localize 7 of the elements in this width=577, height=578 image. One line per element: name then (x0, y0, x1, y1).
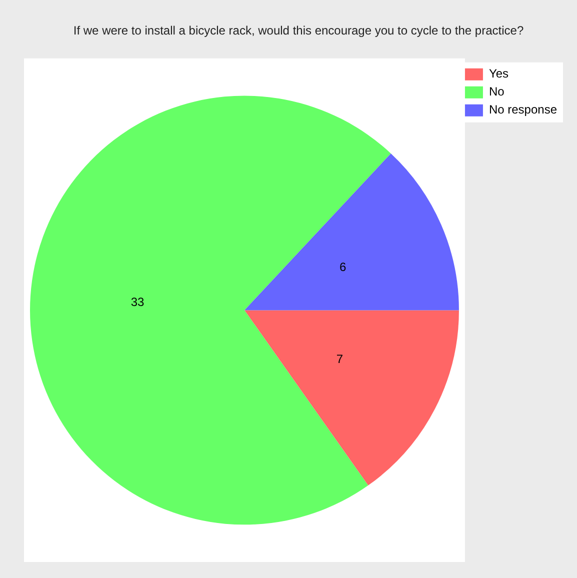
data-label: 33 (130, 295, 144, 310)
data-label: 6 (340, 260, 346, 274)
legend-label: Yes (488, 66, 509, 81)
data-label: 7 (336, 352, 344, 366)
chart-title: If we were to install a bicycle rack, would this encourage you to cycle to the practice? (73, 24, 524, 38)
legend-label: No response (488, 102, 558, 117)
legend-label: No (488, 84, 505, 99)
